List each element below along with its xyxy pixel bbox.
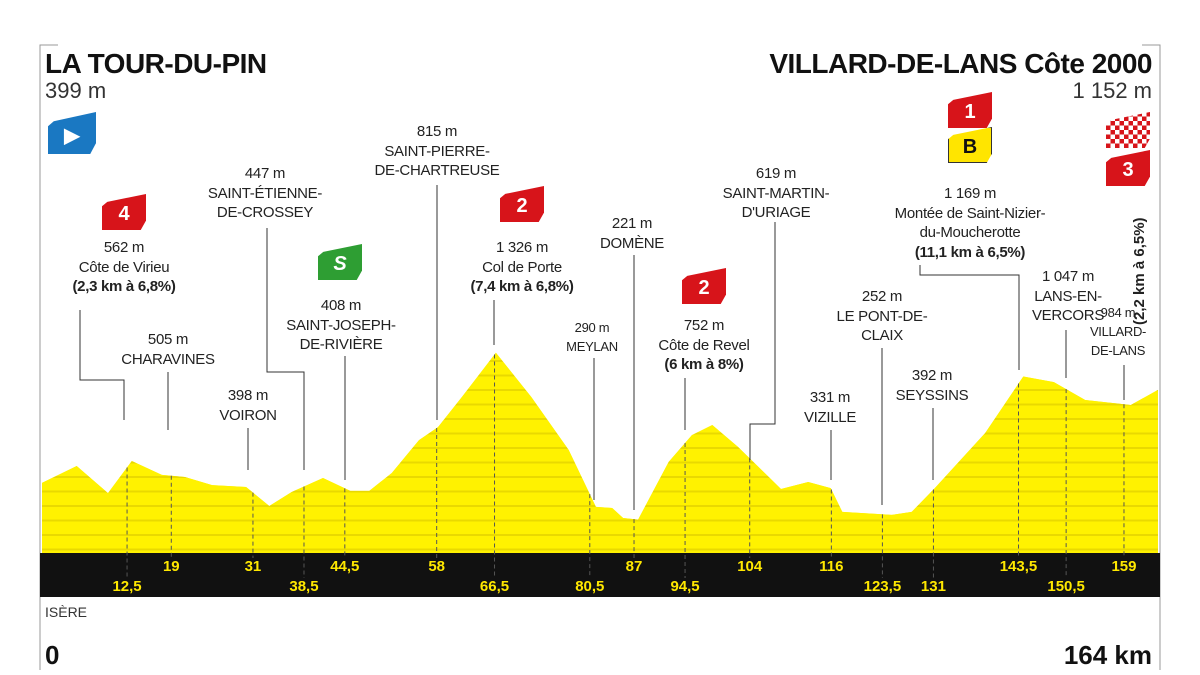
km-marker-label: 123,5 [864, 578, 902, 595]
annotation-saint-etienne-de-crossey: 447 m SAINT-ÉTIENNE- DE-CROSSEY [208, 164, 322, 223]
town-name: DOMÈNE [599, 234, 665, 252]
annotation-saint-martin-d-uriage: 619 m SAINT-MARTIN- D'URIAGE [723, 164, 830, 223]
climb-detail: (6 km à 8%) [664, 356, 744, 373]
km-marker-label: 38,5 [289, 578, 318, 595]
town-name: SAINT-JOSEPH- [286, 316, 396, 334]
climb-name: Col de Porte [482, 258, 562, 276]
town-name: VOIRON [219, 406, 277, 424]
distance-start: 0 [45, 640, 60, 670]
finish-altitude: 1 152 m [1072, 78, 1153, 103]
km-marker-label: 150,5 [1047, 578, 1085, 595]
climb-name: Côte de Virieu [78, 258, 170, 276]
finish-town: VILLARD-DE-LANS Côte 2000 [769, 48, 1152, 79]
climb-name: du-Moucherotte [919, 224, 1021, 241]
altitude: 252 m [861, 288, 903, 305]
climb-detail: (7,4 km à 6,8%) [470, 278, 574, 295]
altitude: 815 m [416, 123, 458, 140]
annotation-cote-de-revel: 752 m Côte de Revel (6 km à 8%) [658, 316, 749, 375]
altitude: 619 m [755, 165, 797, 182]
town-name: DE-CROSSEY [216, 204, 314, 221]
km-band [40, 553, 1160, 597]
altitude: 505 m [147, 331, 189, 348]
km-marker-label: 19 [163, 558, 180, 575]
annotation-voiron: 398 m VOIRON [219, 386, 277, 425]
km-marker-label: 104 [737, 558, 763, 575]
altitude: 562 m [103, 239, 145, 256]
km-marker-label: 66,5 [480, 578, 509, 595]
annotation-lans-en-vercors: 1 047 m LANS-EN- VERCORS [1032, 267, 1104, 326]
km-marker-label: 80,5 [575, 578, 604, 595]
frame-left [39, 44, 58, 670]
altitude: 408 m [320, 297, 362, 314]
climb-detail: (2,3 km à 6,8%) [72, 278, 176, 295]
town-name: CHARAVINES [121, 350, 215, 368]
altitude: 392 m [911, 367, 953, 384]
annotation-meylan: 290 m MEYLAN [566, 318, 618, 356]
annotation-cote-de-virieu: 562 m Côte de Virieu (2,3 km à 6,8%) [72, 238, 175, 297]
altitude: 752 m [683, 317, 725, 334]
town-name: DE-CHARTREUSE [374, 162, 500, 179]
distance-end: 164 km [1063, 640, 1152, 670]
annotation-charavines: 505 m CHARAVINES [121, 330, 215, 369]
altitude: 1 169 m [943, 185, 997, 202]
km-marker-label: 31 [245, 558, 262, 575]
km-marker-label: 58 [428, 558, 445, 575]
annotation-vizille: 331 m VIZILLE [804, 388, 856, 427]
annotation-villard-de-lans: 984 m VILLARD- DE-LANS [1090, 303, 1146, 360]
town-name: DE-RIVIÈRE [299, 336, 383, 353]
climb-name: Côte de Revel [658, 336, 750, 354]
altitude: 447 m [244, 165, 286, 182]
km-marker-label: 44,5 [330, 558, 359, 575]
frame-right [1142, 44, 1161, 670]
altitude: 290 m [574, 320, 610, 335]
altitude: 398 m [227, 387, 269, 404]
km-marker-label: 87 [626, 558, 643, 575]
km-marker-label: 131 [921, 578, 946, 595]
altitude: 331 m [809, 389, 851, 406]
altitude: 1 326 m [495, 239, 549, 256]
town-name: LANS-EN- [1034, 287, 1102, 305]
start-town: LA TOUR-DU-PIN [45, 48, 267, 79]
town-name: MEYLAN [566, 339, 618, 354]
climb-detail: (11,1 km à 6,5%) [914, 243, 1026, 261]
elevation-profile-stripes [42, 352, 1158, 553]
town-name: VILLARD- [1089, 324, 1147, 339]
start-altitude: 399 m [45, 78, 107, 103]
annotation-domene: 221 m DOMÈNE [600, 214, 664, 253]
town-name: CLAIX [861, 327, 903, 344]
town-name: LE PONT-DE- [836, 307, 928, 325]
region-label: ISÈRE [45, 604, 88, 620]
km-marker-label: 159 [1111, 558, 1136, 575]
annotation-le-pont-de-claix: 252 m LE PONT-DE- CLAIX [837, 287, 928, 346]
town-name: SAINT-MARTIN- [722, 184, 830, 202]
town-name: VIZILLE [803, 408, 857, 426]
annotation-saint-joseph-de-riviere: 408 m SAINT-JOSEPH- DE-RIVIÈRE [286, 296, 396, 355]
altitude: 221 m [611, 215, 653, 232]
altitude: 1 047 m [1041, 268, 1095, 285]
km-marker-label: 94,5 [670, 578, 699, 595]
km-marker-label: 143,5 [1000, 558, 1038, 575]
annotation-seyssins: 392 m SEYSSINS [896, 366, 969, 405]
climb-name: Montée de Saint-Nizier- [894, 204, 1046, 222]
altitude: 984 m [1100, 305, 1136, 320]
annotation-montee-de-saint-nizier: 1 169 m Montée de Saint-Nizier- du-Mouch… [895, 184, 1046, 262]
km-marker-label: 116 [819, 558, 843, 575]
sprint-icon: S [318, 244, 362, 280]
leader-lines [79, 185, 1125, 510]
town-name: D'URIAGE [741, 204, 811, 221]
km-marker-label: 12,5 [112, 578, 141, 595]
town-name: VERCORS [1031, 307, 1105, 324]
annotation-col-de-porte: 1 326 m Col de Porte (7,4 km à 6,8%) [470, 238, 573, 297]
town-name: DE-LANS [1090, 343, 1146, 358]
annotation-saint-pierre-de-chartreuse: 815 m SAINT-PIERRE- DE-CHARTREUSE [374, 122, 499, 181]
town-name: SAINT-ÉTIENNE- [207, 184, 323, 202]
town-name: SEYSSINS [895, 386, 969, 404]
finish-climb-detail: (2,2 km à 6,5%) [1131, 217, 1148, 325]
town-name: SAINT-PIERRE- [384, 142, 490, 160]
